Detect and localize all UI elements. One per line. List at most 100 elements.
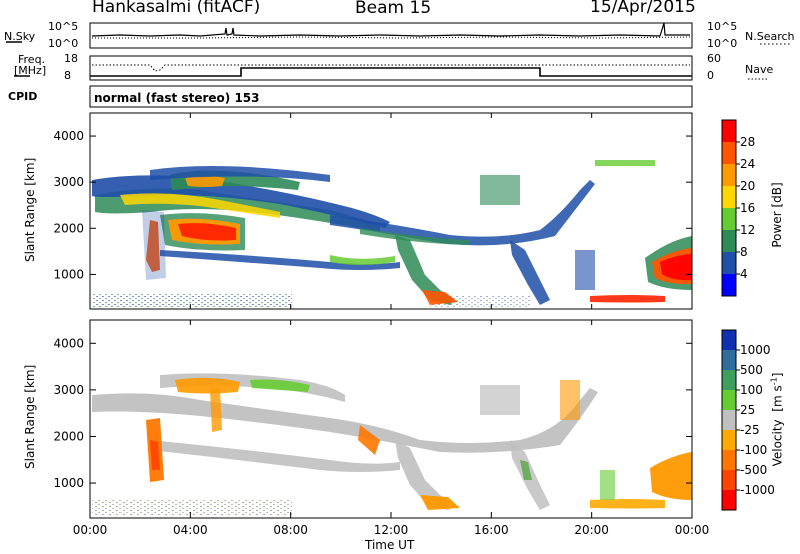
velocity-ytick-label-3: 1000 [53,476,84,490]
noise-sky-label: N.Sky [4,30,36,43]
velocity-colorbar-tick-label-4: -25 [740,423,760,437]
noise-right-tick-top: 10^5 [707,20,738,33]
freq-label-2: [MHz] [14,64,47,77]
nave-trace [92,64,690,72]
velocity-colorbar-tick-label-5: -100 [740,443,767,457]
velocity-colorbar-swatch-3 [722,390,736,410]
nave-tick-bottom: 0 [707,69,714,82]
power-colorbar-tick-label-6: 4 [740,267,748,281]
velocity-colorbar-swatch-1 [722,350,736,370]
noise-right-tick-bottom: 10^0 [707,37,738,50]
velocity-right-patch [650,452,692,500]
velocity-ylabel: Slant Range [km] [23,364,37,469]
noise-left-tick-top: 10^5 [48,20,79,33]
velocity-ytick-label-0: 4000 [53,336,84,350]
velocity-orange-patch-upper [175,377,240,394]
power-colorbar-swatch-7 [722,274,736,296]
nave-label: Nave [745,63,774,76]
velocity-colorbar: 1000 500 100 25 -25 -100 -500 -1000 [721,329,775,511]
velocity-colorbar-swatch-8 [722,490,736,510]
power-band-lower [160,250,400,270]
velocity-noise-strip [92,500,292,516]
velocity-colorbar-swatch-6 [722,450,736,470]
freq-trace [90,67,692,77]
velocity-descent-12 [395,440,455,510]
power-colorbar-tick-label-5: 8 [740,245,748,259]
velocity-colorbar-unit-end: ] [770,372,785,378]
power-colorbar-swatch-2 [722,164,736,186]
power-ylabel: Slant Range [km] [23,157,37,262]
xtick-label-1: 04:00 [173,523,208,537]
beam-title: Beam 15 [355,0,432,18]
power-colorbar-tick-label-0: 28 [740,135,755,149]
power-bottom-band [590,295,665,303]
velocity-colorbar-frame [721,329,737,511]
power-ytick-label-3: 1000 [53,267,84,281]
power-colorbar-swatch-0 [722,120,736,142]
power-ytick-label-1: 3000 [53,175,84,189]
velocity-colorbar-title: Velocity [770,419,785,467]
power-descent-17 [510,240,550,305]
power-noise-strip [92,293,292,307]
velocity-colorbar-unit-exp: -1 [769,377,779,386]
power-column [146,220,160,272]
freq-panel-frame [89,55,693,81]
freq-tick-bottom: 8 [64,69,71,82]
xtick-label-4: 16:00 [474,523,509,537]
xtick-label-2: 08:00 [273,523,308,537]
noise-sky-trace [91,22,690,37]
velocity-colorbar-tick-label-3: 25 [740,403,755,417]
velocity-colorbar-swatch-7 [722,470,736,490]
velocity-colorbar-swatch-0 [722,330,736,350]
xtick-label-3: 12:00 [374,523,409,537]
power-colorbar-swatch-4 [722,208,736,230]
power-colorbar-swatch-3 [722,186,736,208]
cpid-panel-frame [89,85,693,108]
velocity-ytick-label-1: 3000 [53,383,84,397]
power-colorbar-swatch-5 [722,230,736,252]
power-colorbar-tick-label-4: 12 [740,223,755,237]
xtick-label-5: 20:00 [574,523,609,537]
power-colorbar-swatch-1 [722,142,736,164]
velocity-colorbar-swatch-2 [722,370,736,390]
power-descent-12 [395,235,455,305]
noise-search-trace [92,36,691,39]
x-axis-label: Time UT [365,538,415,552]
velocity-colorbar-tick-label-2: 100 [740,383,763,397]
power-colorbar-label: Power [dB] [770,182,784,248]
station-title: Hankasalmi (fitACF) [92,0,261,17]
velocity-y-axis: 4000 3000 2000 1000 [53,336,692,490]
power-band-central [330,180,595,246]
noise-left-tick-bottom: 10^0 [48,37,79,50]
cpid-program: normal (fast stereo) 153 [94,91,260,105]
velocity-colorbar-tick-label-6: -500 [740,463,767,477]
noise-panel-frame [89,22,693,49]
power-panel [89,112,693,310]
velocity-colorbar-tick-label-1: 500 [740,363,763,377]
power-colorbar: 28 24 20 16 12 8 4 [721,119,755,297]
nave-tick-top: 60 [707,52,721,65]
velocity-colorbar-swatch-4 [722,410,736,430]
velocity-colorbar-tick-label-7: -1000 [740,483,775,497]
velocity-colorbar-swatch-5 [722,430,736,450]
velocity-ytick-label-2: 2000 [53,429,84,443]
power-ytick-label-0: 4000 [53,129,84,143]
power-y-axis: 4000 3000 2000 1000 [53,129,692,281]
velocity-panel [89,319,693,519]
x-axis: 00:00 04:00 08:00 12:00 16:00 20:00 00:00 [73,113,710,537]
velocity-colorbar-tick-label-0: 1000 [740,343,771,357]
velocity-colorbar-label: Velocity [m s-1] [770,360,785,480]
date-title: 15/Apr/2015 [590,0,696,17]
power-colorbar-swatch-6 [722,252,736,274]
power-ytick-label-2: 2000 [53,221,84,235]
power-colorbar-tick-label-1: 24 [740,157,755,171]
freq-tick-top: 18 [64,52,78,65]
cpid-label: CPID [8,90,38,103]
xtick-label-6: 00:00 [675,523,710,537]
noise-search-label: N.Search [745,30,795,43]
xtick-label-0: 00:00 [73,523,108,537]
freq-label-1: Freq. [18,53,46,66]
power-colorbar-tick-label-2: 20 [740,179,755,193]
power-colorbar-tick-label-3: 16 [740,201,755,215]
